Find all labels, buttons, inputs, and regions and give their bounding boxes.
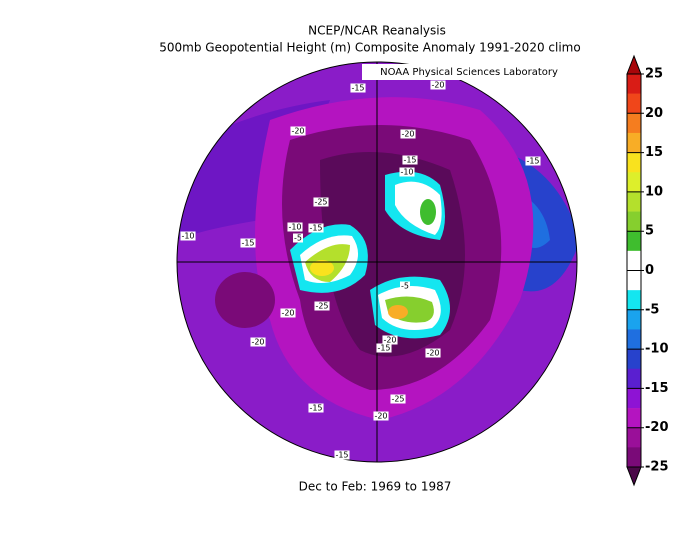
- contour-label: -25: [314, 198, 327, 207]
- colorbar-segment: [627, 74, 641, 94]
- colorbar-label: -20: [645, 420, 669, 435]
- contour-label-box: [430, 80, 446, 90]
- contour-label-box: [250, 337, 266, 347]
- contour-label: -15: [351, 84, 364, 93]
- contour-label-box: [287, 222, 303, 232]
- contour-label: -5: [401, 282, 409, 291]
- contour-label-box: [376, 343, 392, 353]
- contour-label-box: [240, 238, 256, 248]
- colorbar-label: 20: [645, 106, 663, 121]
- contour-label-box: [313, 197, 329, 207]
- contour-label: -20: [291, 127, 304, 136]
- contour-label-box: [308, 223, 324, 233]
- contour-label: -20: [426, 349, 439, 358]
- colorbar-segment: [627, 211, 641, 232]
- contour-label-box: [382, 335, 398, 345]
- contour-label-box: [280, 308, 296, 318]
- contour-label-box: [290, 126, 306, 136]
- contour-label-box: [425, 348, 441, 358]
- contour-label-box: [373, 411, 389, 421]
- map: [177, 62, 577, 462]
- contour-label: -15: [377, 344, 390, 353]
- colorbar-segment: [627, 93, 641, 114]
- title-line: NCEP/NCAR Reanalysis: [308, 24, 446, 38]
- contour-label: -25: [315, 302, 328, 311]
- contour-label-box: [314, 301, 330, 311]
- contour-label: -25: [391, 395, 404, 404]
- colorbar-segment: [627, 132, 641, 153]
- contour-label: -20: [251, 338, 264, 347]
- contour-label-box: [390, 394, 406, 404]
- contour-label-box: [400, 281, 410, 291]
- credit: NOAA Physical Sciences Laboratory: [380, 67, 558, 78]
- colorbar-label: -15: [645, 381, 669, 396]
- field: [215, 272, 275, 328]
- colorbar-label: -25: [645, 460, 669, 475]
- colorbar-segment: [627, 270, 641, 291]
- colorbar: 25 20 15 10 5 0 -5 -10 -15 -20 -25: [626, 54, 669, 487]
- colorbar-segment: [627, 447, 641, 468]
- colorbar-segment: [627, 290, 641, 311]
- colorbar-label: -10: [645, 342, 669, 357]
- contour-labels: -15 -20 -20 -20 -15 -10 -15 -25 -10 -15 …: [180, 80, 541, 460]
- colorbar-segment: [627, 368, 641, 389]
- contour-label: -15: [309, 404, 322, 413]
- colorbar-segment: [627, 427, 641, 448]
- colorbar-label: 15: [645, 145, 663, 160]
- credit-box: [362, 64, 576, 80]
- colorbar-label: 10: [645, 184, 663, 199]
- contour-label-box: [525, 156, 541, 166]
- contour-label-box: [308, 403, 324, 413]
- colorbar-segment: [627, 172, 641, 193]
- contour-label: -20: [383, 336, 396, 345]
- contour-label: -10: [400, 168, 413, 177]
- colorbar-segment: [627, 191, 641, 212]
- contour-label: -15: [309, 224, 322, 233]
- contour-label-box: [400, 129, 416, 139]
- contour-label-box: [402, 155, 418, 165]
- contour-label: -15: [403, 156, 416, 165]
- field: [310, 260, 334, 276]
- contour-label: -20: [374, 412, 387, 421]
- contour-label-box: [293, 233, 303, 243]
- contour-label: -15: [526, 157, 539, 166]
- contour-label: -5: [294, 234, 302, 243]
- colorbar-segment: [627, 113, 641, 134]
- contour-label: -20: [281, 309, 294, 318]
- contour-label-box: [399, 167, 415, 177]
- colorbar-segment: [627, 388, 641, 409]
- colorbar-under: [626, 466, 642, 487]
- contour-label: -10: [181, 232, 194, 241]
- footer: Dec to Feb: 1969 to 1987: [299, 480, 452, 494]
- contour-label: -15: [241, 239, 254, 248]
- colorbar-segment: [627, 408, 641, 428]
- colorbar-segment: [627, 152, 641, 173]
- colorbar-segment: [627, 329, 641, 350]
- colorbar-label: 0: [645, 263, 654, 278]
- colorbar-label: -5: [645, 302, 659, 317]
- colorbar-label: 5: [645, 224, 654, 239]
- colorbar-segment: [627, 309, 641, 330]
- contour-label: -20: [431, 81, 444, 90]
- colorbar-label: 25: [645, 67, 663, 82]
- contour-label-box: [350, 83, 366, 93]
- title-line: 500mb Geopotential Height (m) Composite …: [159, 41, 580, 55]
- contour-label: -15: [335, 451, 348, 460]
- colorbar-segment: [627, 231, 641, 252]
- field: [420, 199, 436, 225]
- field: [388, 305, 408, 319]
- colorbar-over: [626, 54, 642, 75]
- contour-label: -20: [401, 130, 414, 139]
- colorbar-segment: [627, 250, 641, 271]
- contour-label: -10: [288, 223, 301, 232]
- map-border: [176, 61, 578, 463]
- contour-label-box: [180, 231, 196, 241]
- colorbar-segment: [627, 349, 641, 370]
- contour-label-box: [334, 450, 350, 460]
